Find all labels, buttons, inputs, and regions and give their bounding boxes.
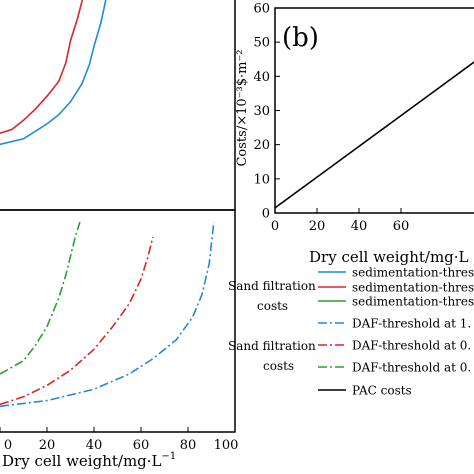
bottom-left-series-group	[0, 221, 215, 408]
bottom-left-series-3-line	[0, 221, 215, 408]
right-panel-x-tick-label: 20	[309, 219, 326, 234]
top-left-series-1-line	[0, 0, 84, 134]
bottom-left-panel: 0 20 40 60 80 100 Dry cell weight/mg·L−1	[0, 209, 238, 470]
bottom-left-x-tick-label: 60	[133, 438, 150, 453]
panel-label-b: (b)	[282, 23, 319, 53]
top-left-frame	[0, 0, 236, 211]
bottom-left-series-2-line	[0, 237, 154, 406]
right-panel-b: 0 10 20 30 40 50 60 0 20 40 60 (b) Costs/×10⁻³$·m…	[235, 2, 474, 266]
legend-entries: sedimentation-threshold at 1sedimentatio…	[318, 266, 474, 398]
bottom-left-x-tick-label: 20	[39, 438, 56, 453]
legend-entry-label: PAC costs	[352, 384, 412, 398]
right-panel-y-tick-label: 0	[262, 207, 270, 222]
right-panel-y-tick-label: 10	[253, 172, 270, 187]
legend-entry-label: DAF-threshold at 1.	[352, 317, 471, 331]
legend-group-label-1-line2: costs	[257, 299, 288, 313]
bottom-left-frame	[0, 209, 236, 433]
bottom-left-x-axis: 0 20 40 60 80 100	[0, 427, 238, 453]
right-panel-x-tick-label: 40	[351, 219, 368, 234]
bottom-left-series-1-line	[0, 221, 81, 375]
right-panel-x-axis: 0 20 40 60	[271, 208, 409, 234]
bottom-left-x-tick-label: 0	[4, 438, 12, 453]
right-panel-series-group	[275, 61, 474, 209]
legend-group-label-1-line1: Sand filtration	[228, 279, 316, 293]
right-panel-y-tick-label: 50	[253, 36, 270, 51]
legend-entry-label: sedimentation-threshold at 1	[352, 266, 474, 280]
legend-entry-label: DAF-threshold at 0.	[352, 361, 471, 375]
bottom-left-x-tick-label: 40	[86, 438, 103, 453]
bottom-left-x-tick-label: 100	[214, 438, 239, 453]
right-panel-y-tick-label: 60	[253, 2, 270, 17]
right-panel-x-tick-label: 0	[271, 219, 279, 234]
bottom-left-x-tick-label: 80	[180, 438, 197, 453]
legend: Sand filtration costs Sand filtration co…	[228, 266, 474, 398]
legend-group-label-2-line2: costs	[263, 359, 294, 373]
right-panel-y-tick-label: 20	[253, 138, 270, 153]
right-panel-y-tick-label: 30	[253, 104, 270, 119]
right-b-series-1-line	[275, 61, 474, 209]
right-panel-y-tick-label: 40	[253, 70, 270, 85]
bottom-left-x-axis-label: Dry cell weight/mg·L−1	[2, 451, 176, 470]
right-panel-x-axis-label: Dry cell weight/mg·L	[309, 248, 469, 266]
legend-entry-label: DAF-threshold at 0.	[352, 339, 471, 353]
right-panel-y-axis: 0 10 20 30 40 50 60	[253, 2, 280, 222]
top-left-series-2-line	[0, 0, 107, 146]
legend-entry-label: sedimentation-threshold at 0	[352, 281, 474, 295]
legend-group-label-2-line1: Sand filtration	[228, 339, 316, 353]
legend-entry-label: sedimentation-threshold at 0	[352, 295, 474, 309]
right-panel-y-axis-label: Costs/×10⁻³$·m⁻²	[235, 49, 250, 166]
top-left-panel	[0, 0, 236, 211]
top-left-series-group	[0, 0, 107, 146]
right-panel-x-tick-label: 60	[393, 219, 410, 234]
